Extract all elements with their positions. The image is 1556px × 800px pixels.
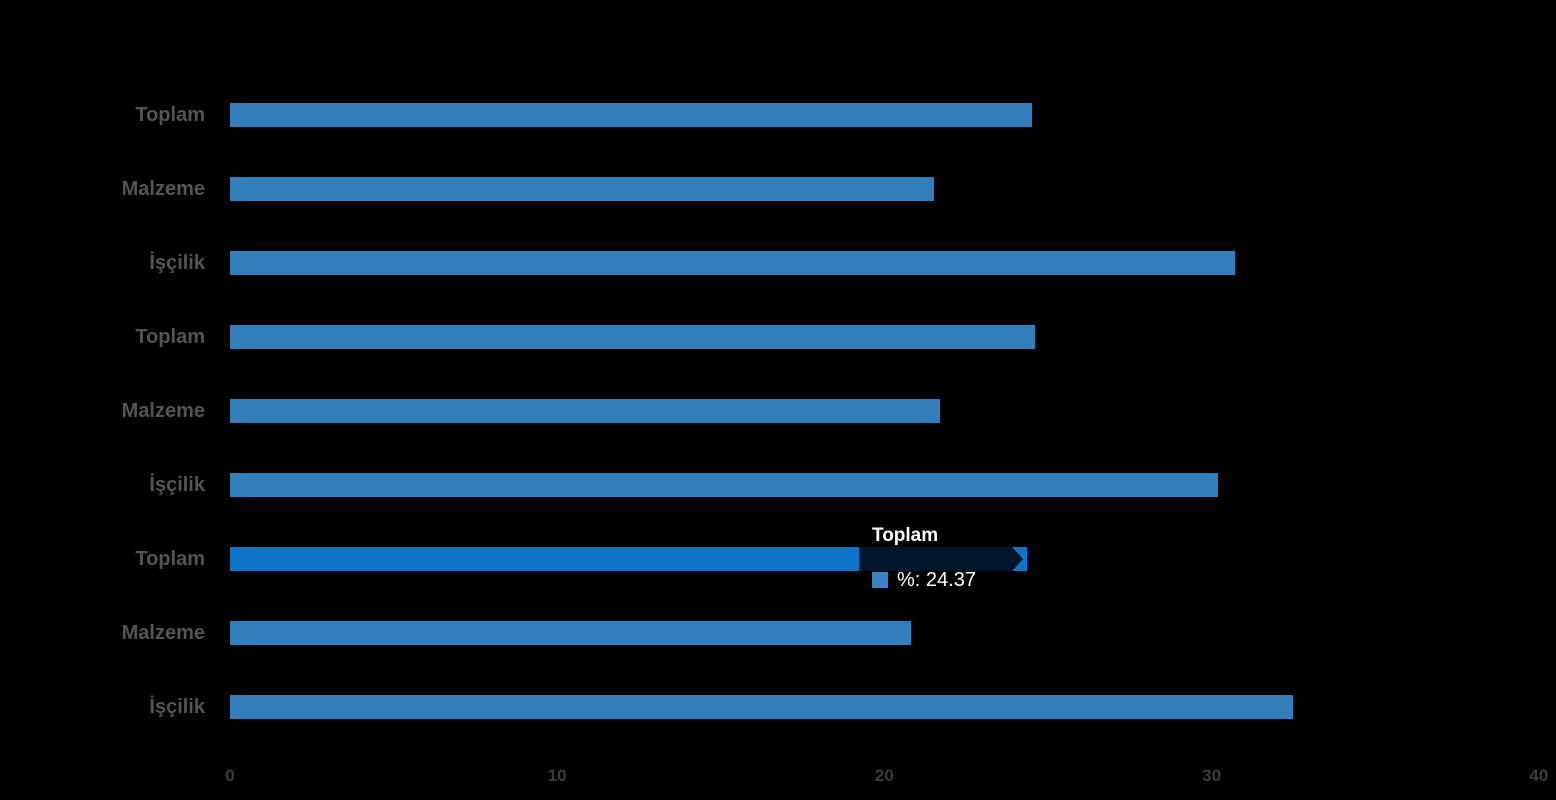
x-axis-tick-label: 40 [1529, 766, 1549, 785]
x-axis-tick-label: 30 [1202, 766, 1222, 785]
category-label: Malzeme [121, 622, 205, 644]
bar[interactable] [230, 177, 934, 201]
bar[interactable] [230, 325, 1035, 349]
x-axis-tick-label: 10 [547, 766, 567, 785]
tooltip-title: Toplam [872, 525, 939, 546]
tooltip-pointer-overlay [859, 547, 1023, 571]
category-label: İşçilik [149, 474, 205, 496]
category-label: Malzeme [121, 400, 205, 422]
category-label: Toplam [135, 104, 205, 126]
tooltip-value: %: 24.37 [897, 568, 976, 591]
category-label: Toplam [135, 326, 205, 348]
tooltip-series-marker-icon [872, 572, 888, 588]
bar[interactable] [230, 695, 1294, 719]
bar[interactable] [230, 251, 1235, 275]
x-axis-tick-label: 20 [874, 766, 894, 785]
category-label: İşçilik [149, 252, 205, 274]
bar[interactable] [230, 399, 940, 423]
category-label: İşçilik [149, 696, 205, 718]
x-axis-tick-label: 0 [225, 766, 235, 785]
tooltip-value-row: %: 24.37 [872, 569, 976, 591]
bar[interactable] [230, 103, 1032, 127]
category-label: Toplam [135, 548, 205, 570]
category-label: Malzeme [121, 178, 205, 200]
bar[interactable] [230, 473, 1219, 497]
bar[interactable] [230, 621, 911, 645]
